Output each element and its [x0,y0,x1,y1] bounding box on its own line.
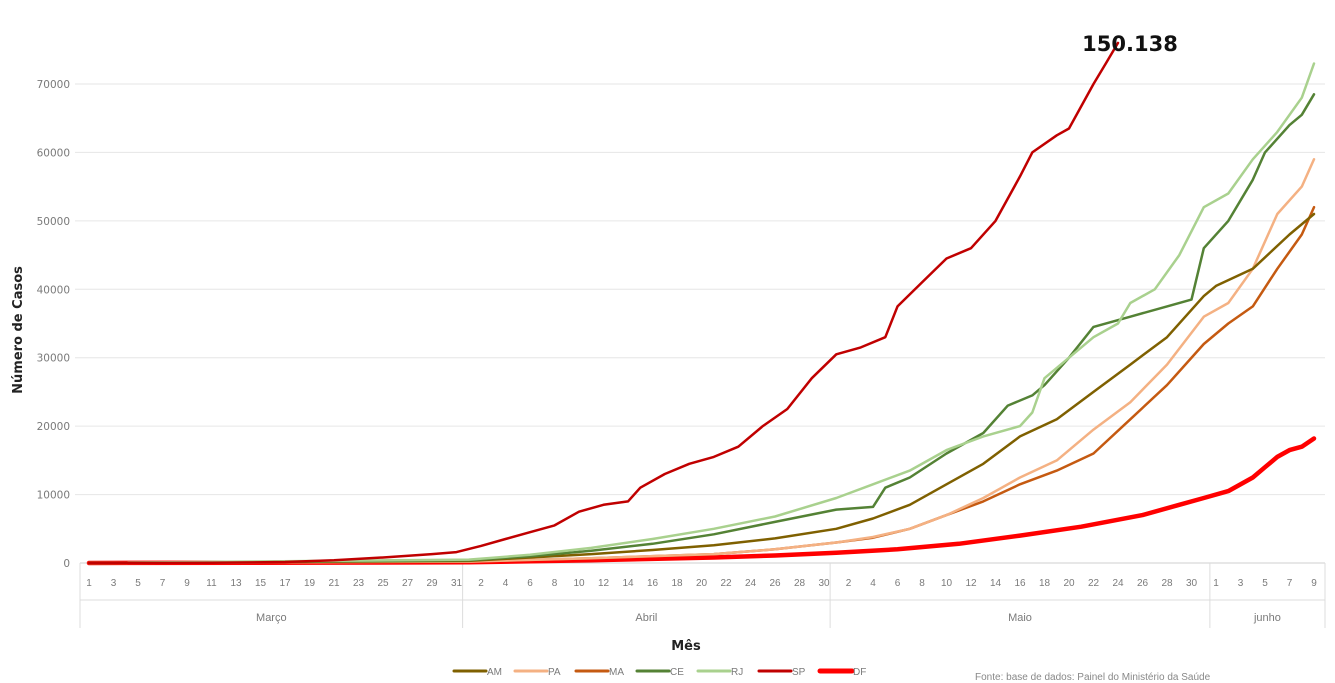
x-tick-label: 4 [503,578,509,589]
y-axis-ticks: 0 10000 20000 30000 40000 50000 60000 70000 [37,79,70,570]
x-tick-label: 3 [111,578,117,589]
month-label-junho: junho [1253,612,1281,624]
month-label-março: Março [256,612,287,624]
legend: AM PA MA CE RJ SP DF [452,667,866,678]
y-tick-label: 0 [63,558,70,570]
x-tick-label: 24 [745,578,757,589]
x-tick-label: 20 [696,578,708,589]
x-tick-label: 27 [402,578,414,589]
legend-label-ce: CE [670,667,684,678]
x-tick-label: 5 [135,578,141,589]
x-tick-label: 25 [377,578,389,589]
x-tick-label: 14 [990,578,1002,589]
x-tick-label: 21 [328,578,340,589]
x-tick-label: 20 [1063,578,1075,589]
x-tick-label: 18 [1039,578,1051,589]
x-tick-label: 12 [598,578,610,589]
x-tick-label: 10 [573,578,585,589]
x-tick-label: 22 [720,578,732,589]
y-tick-label: 20000 [37,421,70,433]
legend-label-am: AM [487,667,502,678]
x-tick-label: 9 [184,578,190,589]
y-tick-label: 50000 [37,216,70,228]
x-tick-label: 1 [1213,578,1219,589]
x-tick-label: 14 [622,578,634,589]
y-tick-label: 60000 [37,147,70,159]
y-tick-label: 10000 [37,490,70,502]
x-tick-label: 4 [870,578,876,589]
x-tick-label: 23 [353,578,365,589]
series-line-ma [87,205,1316,565]
x-axis: 1 3 5 7 9 11 13 15 17 19 21 23 25 27 29 31 2 4 6 8 10 12 14 16 1… [79,562,1326,628]
series-line-rj [87,62,1316,565]
x-tick-label: 29 [426,578,438,589]
x-tick-label: 26 [1137,578,1149,589]
x-tick-label: 3 [1238,578,1244,589]
x-tick-label: 22 [1088,578,1100,589]
legend-label-sp: SP [792,667,806,678]
x-tick-label: 10 [941,578,953,589]
legend-label-pa: PA [548,667,561,678]
y-axis-title: Número de Casos [11,266,26,394]
series-line-df [86,436,1317,566]
x-tick-label: 8 [919,578,925,589]
x-tick-label: 2 [478,578,484,589]
y-tick-label: 40000 [37,284,70,296]
x-tick-label: 6 [527,578,533,589]
x-tick-label: 5 [1262,578,1268,589]
x-tick-label: 1 [86,578,92,589]
x-tick-label: 8 [552,578,558,589]
y-tick-label: 70000 [37,79,70,91]
x-tick-label: 16 [647,578,659,589]
source-note: Fonte: base de dados: Painel do Ministér… [975,672,1211,683]
x-tick-label: 16 [1014,578,1026,589]
x-tick-label: 15 [255,578,267,589]
x-tick-label: 24 [1112,578,1124,589]
x-tick-label: 13 [230,578,242,589]
x-tick-label: 6 [895,578,901,589]
x-tick-label: 19 [304,578,316,589]
x-tick-label: 7 [1287,578,1293,589]
x-tick-label: 2 [846,578,852,589]
x-tick-label: 12 [965,578,977,589]
x-tick-label: 31 [451,578,463,589]
x-axis-title: Mês [671,639,701,654]
x-tick-label: 17 [279,578,291,589]
series-line-sp [87,41,1120,565]
annotation-sp-total: 150.138 [1082,32,1178,56]
x-tick-label: 28 [1161,578,1173,589]
x-tick-label: 7 [160,578,166,589]
series-line-ce [87,93,1316,565]
annotations: 150.138 [1082,32,1178,56]
x-tick-label: 28 [794,578,806,589]
x-tick-label: 9 [1311,578,1317,589]
x-tick-label: 26 [769,578,781,589]
series-line-pa [87,158,1316,565]
legend-label-ma: MA [609,667,624,678]
series-line-am [87,212,1316,565]
legend-label-df: DF [853,667,866,678]
x-tick-label: 30 [818,578,830,589]
gridlines [75,83,1325,496]
month-label-abril: Abril [635,612,657,624]
legend-label-rj: RJ [731,667,743,678]
y-tick-label: 30000 [37,353,70,365]
month-label-maio: Maio [1008,612,1032,624]
x-tick-label: 30 [1186,578,1198,589]
x-tick-label: 18 [671,578,683,589]
x-tick-label: 11 [206,578,217,589]
series-lines [86,41,1317,566]
